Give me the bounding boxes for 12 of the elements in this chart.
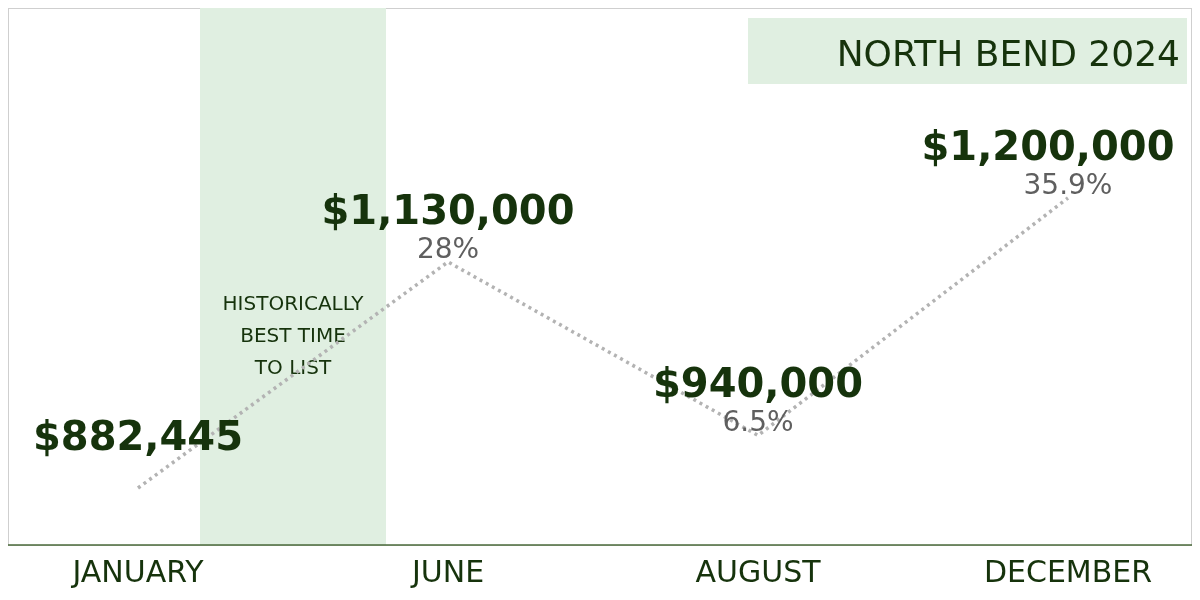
- data-label: $1,130,000: [321, 186, 575, 233]
- annotation: 35.9%: [1023, 168, 1113, 201]
- annotation: 6.5%: [722, 405, 794, 439]
- data-label: $882,445: [32, 413, 244, 459]
- x-tick-label: JUNE: [409, 554, 485, 589]
- annotation: 28%: [416, 231, 480, 265]
- data-label: $940,000: [652, 360, 864, 407]
- x-tick-label: JANUARY: [70, 554, 205, 589]
- x-tick-label: DECEMBER: [983, 554, 1153, 589]
- data-label: $1,200,000: [921, 123, 1175, 169]
- x-tick-label: AUGUST: [695, 554, 822, 589]
- chart-title: NORTH BEND 2024: [836, 33, 1180, 74]
